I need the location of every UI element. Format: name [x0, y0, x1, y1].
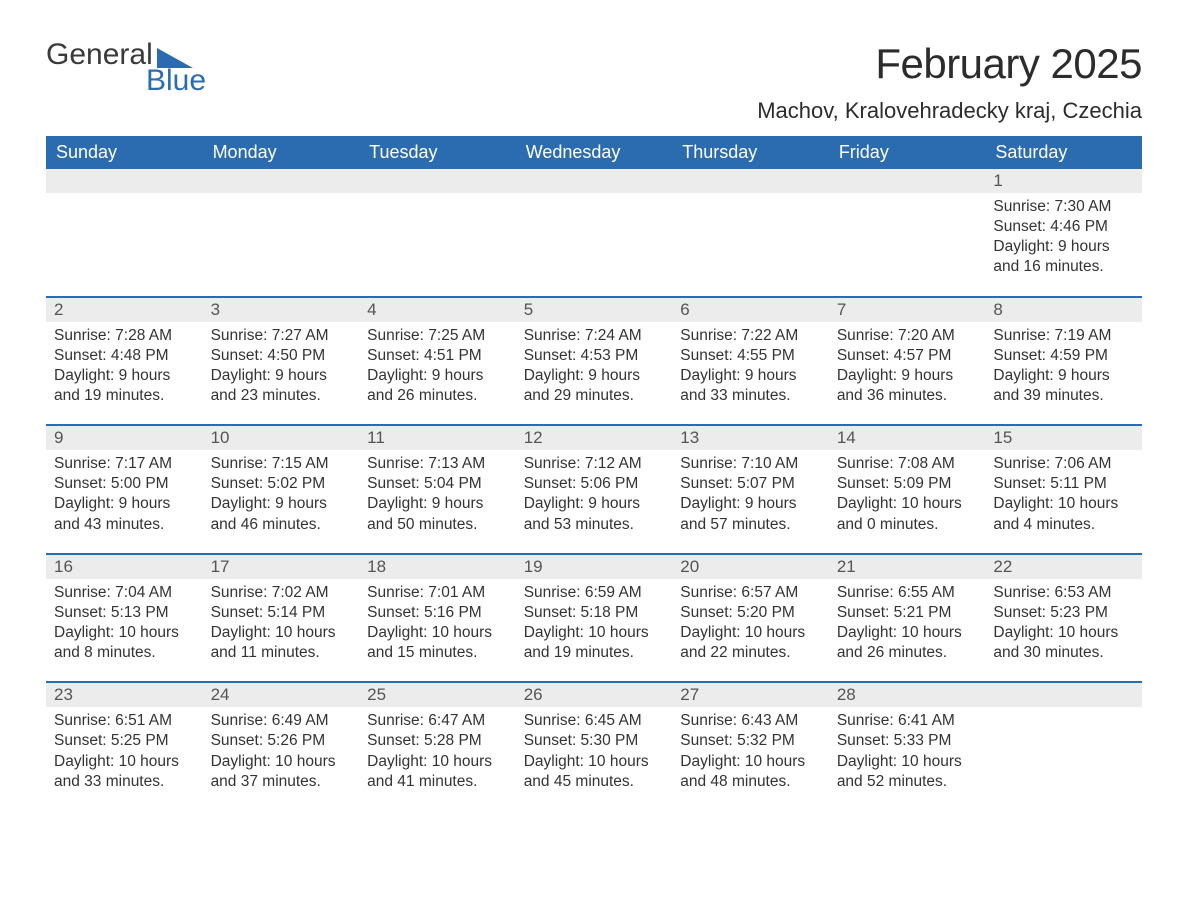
day-number-cell: 24 — [203, 682, 360, 707]
calendar-table: SundayMondayTuesdayWednesdayThursdayFrid… — [46, 136, 1142, 810]
day-content-cell: Sunrise: 7:27 AMSunset: 4:50 PMDaylight:… — [203, 322, 360, 426]
day-number-cell: 21 — [829, 554, 986, 579]
day-content-cell — [203, 193, 360, 297]
day-number-cell: 28 — [829, 682, 986, 707]
day-number-cell: 14 — [829, 425, 986, 450]
week-daynum-row: 16171819202122 — [46, 554, 1142, 579]
day-number-cell — [203, 169, 360, 193]
day-number-cell: 17 — [203, 554, 360, 579]
logo-text-general: General — [46, 40, 153, 70]
week-content-row: Sunrise: 7:30 AMSunset: 4:46 PMDaylight:… — [46, 193, 1142, 297]
weekday-header-row: SundayMondayTuesdayWednesdayThursdayFrid… — [46, 136, 1142, 169]
day-content-cell: Sunrise: 7:12 AMSunset: 5:06 PMDaylight:… — [516, 450, 673, 554]
day-number-cell: 6 — [672, 297, 829, 322]
day-content-cell: Sunrise: 6:43 AMSunset: 5:32 PMDaylight:… — [672, 707, 829, 810]
day-number-cell — [359, 169, 516, 193]
day-number-cell: 4 — [359, 297, 516, 322]
day-number-cell: 9 — [46, 425, 203, 450]
day-number-cell: 23 — [46, 682, 203, 707]
logo-text-blue: Blue — [146, 66, 206, 96]
month-title: February 2025 — [757, 40, 1142, 88]
day-content-cell: Sunrise: 6:47 AMSunset: 5:28 PMDaylight:… — [359, 707, 516, 810]
day-number-cell: 1 — [985, 169, 1142, 193]
day-number-cell: 19 — [516, 554, 673, 579]
day-number-cell: 20 — [672, 554, 829, 579]
day-content-cell: Sunrise: 7:22 AMSunset: 4:55 PMDaylight:… — [672, 322, 829, 426]
logo: General Blue — [46, 40, 206, 96]
day-content-cell: Sunrise: 7:24 AMSunset: 4:53 PMDaylight:… — [516, 322, 673, 426]
day-content-cell: Sunrise: 6:51 AMSunset: 5:25 PMDaylight:… — [46, 707, 203, 810]
day-content-cell: Sunrise: 6:45 AMSunset: 5:30 PMDaylight:… — [516, 707, 673, 810]
day-content-cell: Sunrise: 7:10 AMSunset: 5:07 PMDaylight:… — [672, 450, 829, 554]
day-content-cell — [672, 193, 829, 297]
day-number-cell: 3 — [203, 297, 360, 322]
day-content-cell: Sunrise: 7:28 AMSunset: 4:48 PMDaylight:… — [46, 322, 203, 426]
day-content-cell — [516, 193, 673, 297]
day-number-cell: 27 — [672, 682, 829, 707]
day-number-cell: 11 — [359, 425, 516, 450]
day-content-cell: Sunrise: 6:57 AMSunset: 5:20 PMDaylight:… — [672, 579, 829, 683]
day-content-cell — [46, 193, 203, 297]
day-content-cell: Sunrise: 6:49 AMSunset: 5:26 PMDaylight:… — [203, 707, 360, 810]
day-content-cell: Sunrise: 6:41 AMSunset: 5:33 PMDaylight:… — [829, 707, 986, 810]
location: Machov, Kralovehradecky kraj, Czechia — [757, 98, 1142, 124]
day-number-cell: 2 — [46, 297, 203, 322]
day-content-cell: Sunrise: 7:19 AMSunset: 4:59 PMDaylight:… — [985, 322, 1142, 426]
week-daynum-row: 232425262728 — [46, 682, 1142, 707]
day-number-cell — [985, 682, 1142, 707]
weekday-header: Saturday — [985, 136, 1142, 169]
day-content-cell: Sunrise: 7:20 AMSunset: 4:57 PMDaylight:… — [829, 322, 986, 426]
week-content-row: Sunrise: 7:28 AMSunset: 4:48 PMDaylight:… — [46, 322, 1142, 426]
weekday-header: Friday — [829, 136, 986, 169]
day-content-cell: Sunrise: 7:13 AMSunset: 5:04 PMDaylight:… — [359, 450, 516, 554]
week-content-row: Sunrise: 7:17 AMSunset: 5:00 PMDaylight:… — [46, 450, 1142, 554]
day-content-cell — [359, 193, 516, 297]
day-content-cell: Sunrise: 7:15 AMSunset: 5:02 PMDaylight:… — [203, 450, 360, 554]
day-number-cell — [829, 169, 986, 193]
day-number-cell: 15 — [985, 425, 1142, 450]
day-number-cell: 12 — [516, 425, 673, 450]
day-content-cell: Sunrise: 6:53 AMSunset: 5:23 PMDaylight:… — [985, 579, 1142, 683]
day-number-cell: 22 — [985, 554, 1142, 579]
day-number-cell: 13 — [672, 425, 829, 450]
day-content-cell: Sunrise: 7:02 AMSunset: 5:14 PMDaylight:… — [203, 579, 360, 683]
day-content-cell: Sunrise: 7:30 AMSunset: 4:46 PMDaylight:… — [985, 193, 1142, 297]
day-number-cell — [516, 169, 673, 193]
day-number-cell: 7 — [829, 297, 986, 322]
weekday-header: Wednesday — [516, 136, 673, 169]
week-daynum-row: 2345678 — [46, 297, 1142, 322]
day-content-cell: Sunrise: 7:08 AMSunset: 5:09 PMDaylight:… — [829, 450, 986, 554]
day-content-cell: Sunrise: 7:06 AMSunset: 5:11 PMDaylight:… — [985, 450, 1142, 554]
day-content-cell — [985, 707, 1142, 810]
weekday-header: Tuesday — [359, 136, 516, 169]
day-number-cell — [46, 169, 203, 193]
day-number-cell: 5 — [516, 297, 673, 322]
week-content-row: Sunrise: 6:51 AMSunset: 5:25 PMDaylight:… — [46, 707, 1142, 810]
week-daynum-row: 1 — [46, 169, 1142, 193]
title-block: February 2025 Machov, Kralovehradecky kr… — [757, 40, 1142, 124]
header: General Blue February 2025 Machov, Kralo… — [46, 40, 1142, 124]
weekday-header: Monday — [203, 136, 360, 169]
day-content-cell: Sunrise: 7:17 AMSunset: 5:00 PMDaylight:… — [46, 450, 203, 554]
day-number-cell: 8 — [985, 297, 1142, 322]
week-daynum-row: 9101112131415 — [46, 425, 1142, 450]
day-number-cell: 16 — [46, 554, 203, 579]
day-content-cell: Sunrise: 6:55 AMSunset: 5:21 PMDaylight:… — [829, 579, 986, 683]
weekday-header: Thursday — [672, 136, 829, 169]
day-number-cell: 18 — [359, 554, 516, 579]
day-number-cell: 26 — [516, 682, 673, 707]
day-number-cell: 10 — [203, 425, 360, 450]
day-content-cell: Sunrise: 6:59 AMSunset: 5:18 PMDaylight:… — [516, 579, 673, 683]
day-content-cell: Sunrise: 7:25 AMSunset: 4:51 PMDaylight:… — [359, 322, 516, 426]
week-content-row: Sunrise: 7:04 AMSunset: 5:13 PMDaylight:… — [46, 579, 1142, 683]
day-number-cell — [672, 169, 829, 193]
day-content-cell: Sunrise: 7:04 AMSunset: 5:13 PMDaylight:… — [46, 579, 203, 683]
day-content-cell: Sunrise: 7:01 AMSunset: 5:16 PMDaylight:… — [359, 579, 516, 683]
day-number-cell: 25 — [359, 682, 516, 707]
day-content-cell — [829, 193, 986, 297]
weekday-header: Sunday — [46, 136, 203, 169]
